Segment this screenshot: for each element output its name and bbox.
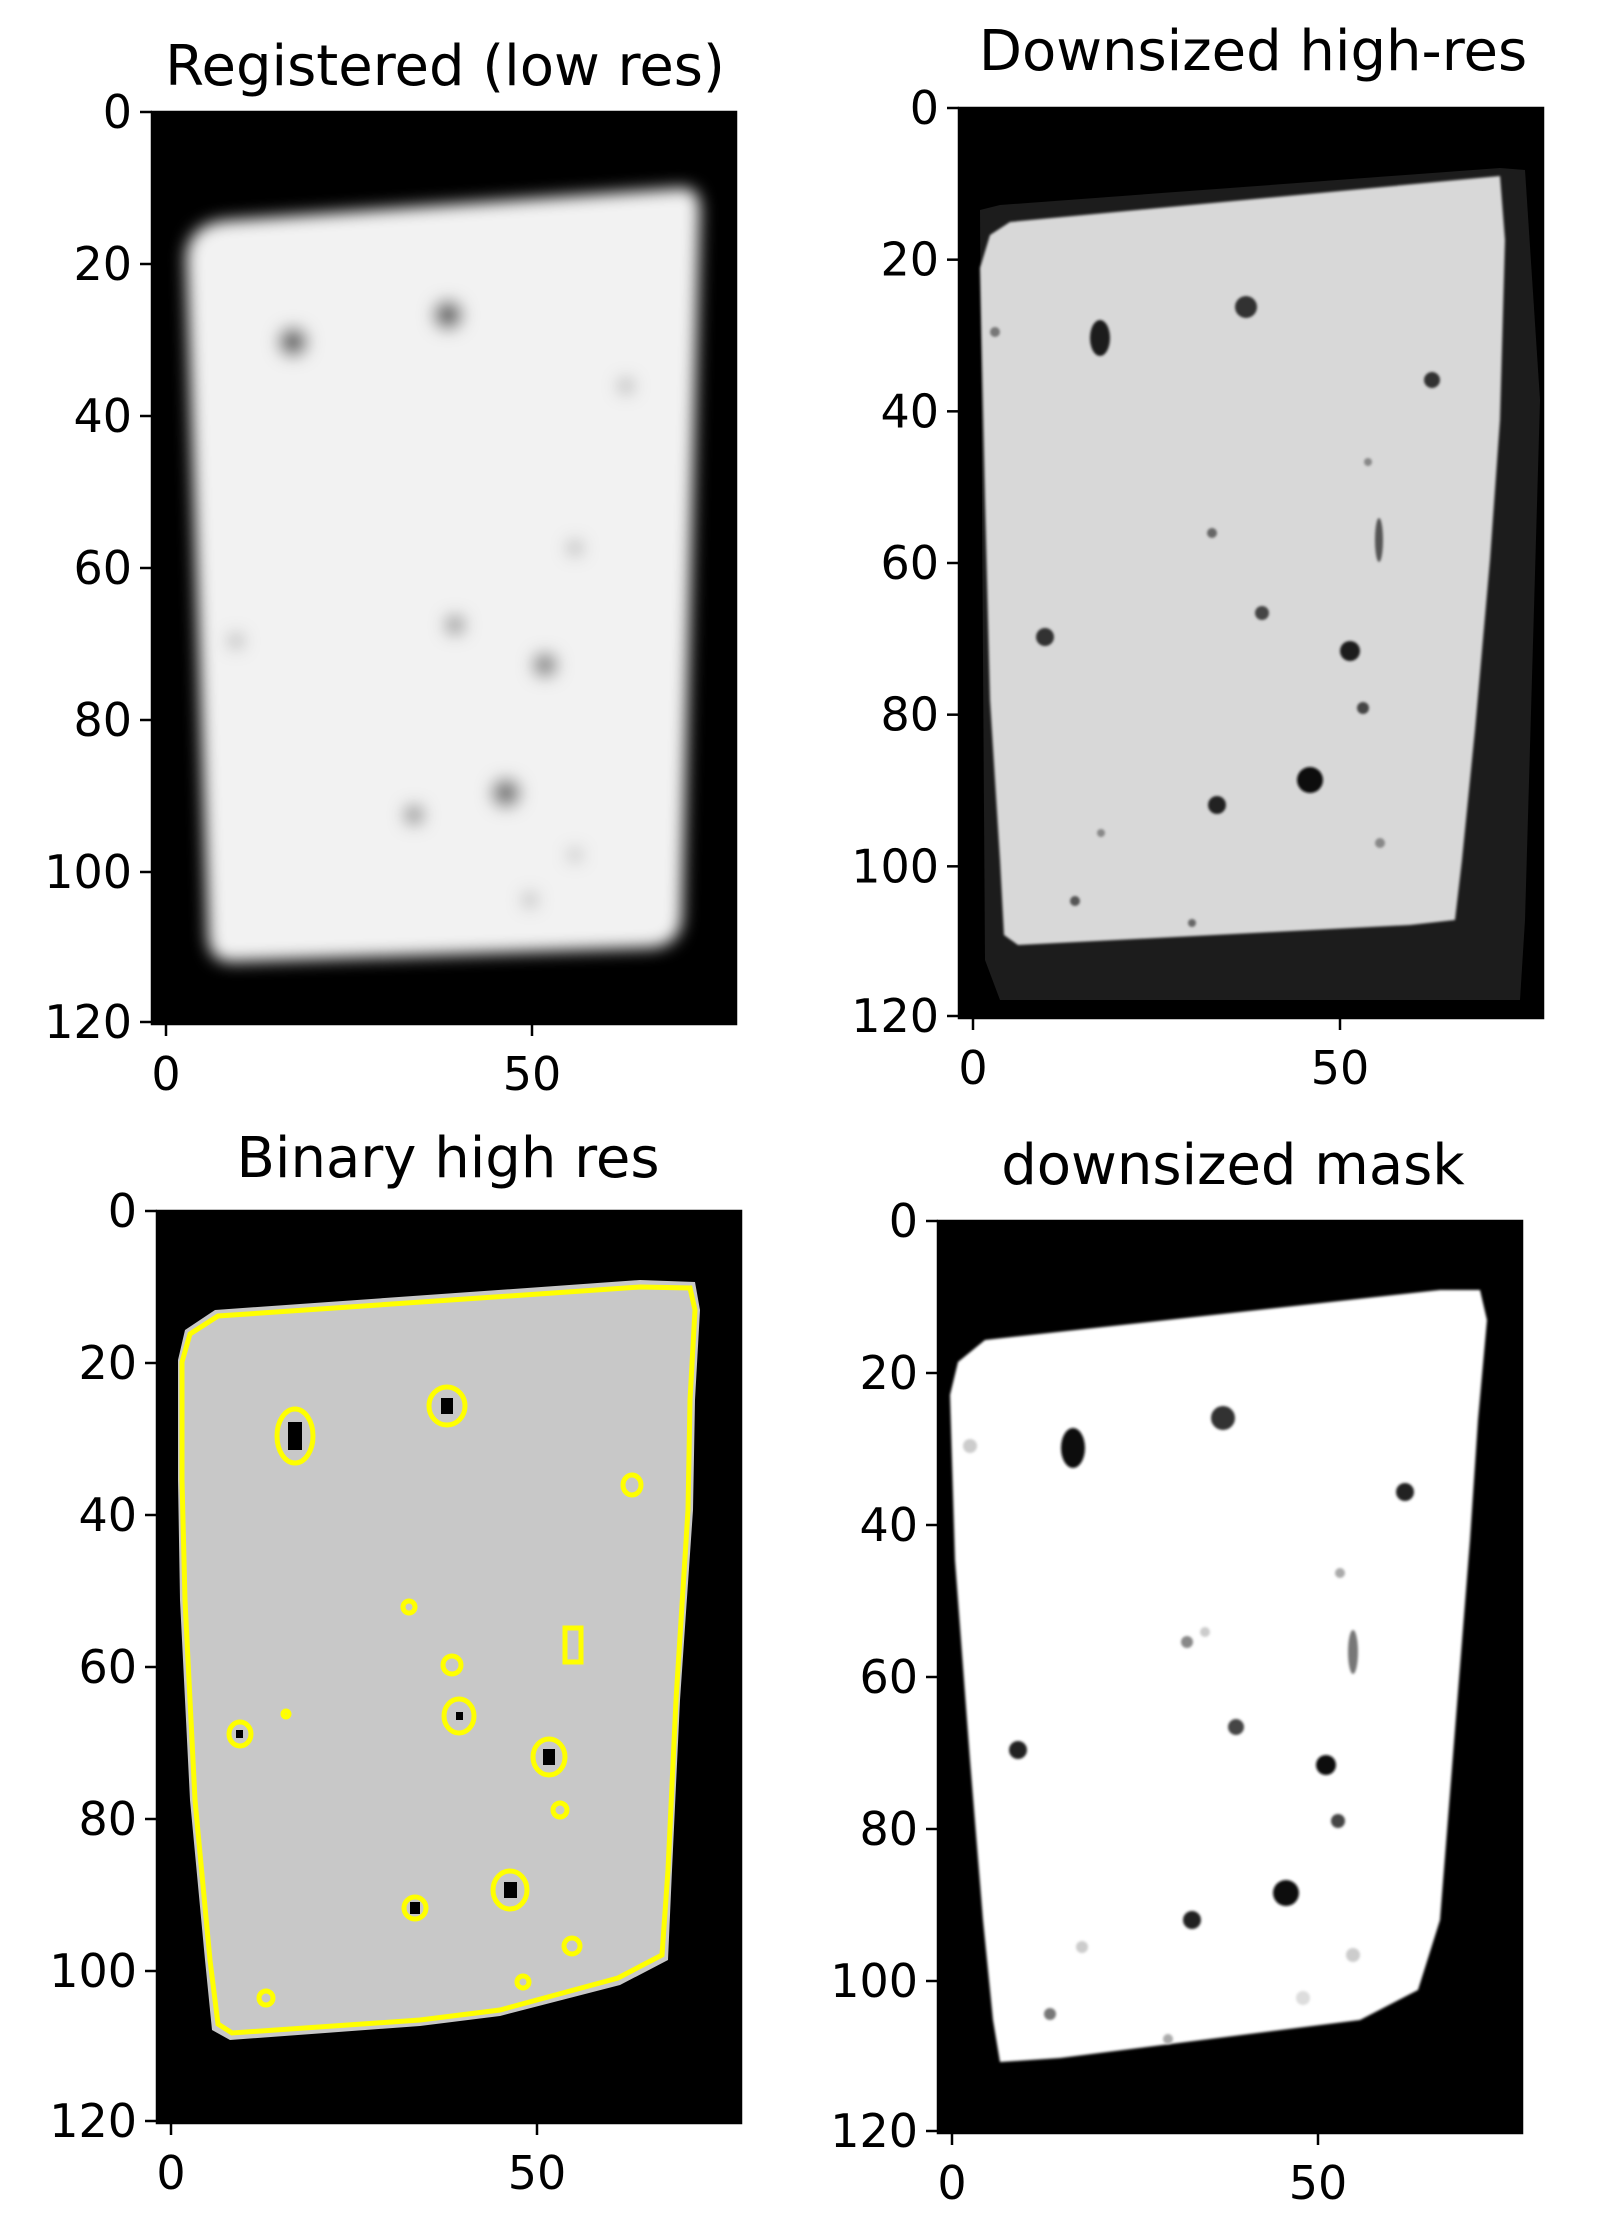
y-tick-label: 120 bbox=[49, 2094, 137, 2148]
y-tick-label: 0 bbox=[910, 81, 939, 135]
y-tick-label: 80 bbox=[78, 1792, 137, 1846]
x-tick-label: 0 bbox=[151, 1047, 180, 1101]
y-tick-label: 20 bbox=[78, 1336, 137, 1390]
y-tick-label: 60 bbox=[880, 536, 939, 590]
y-tick-label: 100 bbox=[44, 845, 132, 899]
y-tick-label: 80 bbox=[73, 693, 132, 747]
x-tick-label: 0 bbox=[156, 2146, 185, 2200]
axis-ticks: 0 20 40 60 80 100 120 0 50 0 20 40 60 80 100 120 0 50 0 20 4… bbox=[44, 81, 1369, 2210]
x-tick-label: 0 bbox=[937, 2156, 966, 2210]
x-tick-label: 50 bbox=[1311, 1041, 1370, 1095]
panel-downsized-high-res: Downsized high-res bbox=[957, 19, 1545, 1020]
y-tick-label: 20 bbox=[73, 237, 132, 291]
y-tick-label: 0 bbox=[889, 1194, 918, 1248]
panel-title: Binary high res bbox=[236, 1126, 659, 1191]
binary-holes bbox=[236, 1398, 555, 1914]
panel-title: downsized mask bbox=[1001, 1133, 1465, 1198]
panel-downsized-mask: downsized mask bbox=[936, 1133, 1524, 2135]
y-tick-label: 20 bbox=[880, 233, 939, 287]
specimen-image bbox=[186, 187, 700, 962]
y-tick-label: 60 bbox=[859, 1650, 918, 1704]
panel-title: Downsized high-res bbox=[979, 19, 1527, 84]
y-tick-label: 40 bbox=[880, 384, 939, 438]
y-tick-label: 120 bbox=[44, 995, 132, 1049]
panel-registered-low-res: Registered (low res) bbox=[150, 34, 738, 1026]
y-tick-label: 40 bbox=[78, 1488, 137, 1542]
binary-region bbox=[178, 1280, 700, 2040]
panel-binary-high-res: Binary high res bbox=[155, 1126, 743, 2125]
specimen-image bbox=[980, 176, 1505, 945]
y-tick-label: 100 bbox=[851, 839, 939, 893]
panel-title: Registered (low res) bbox=[165, 34, 725, 99]
y-tick-label: 0 bbox=[103, 85, 132, 139]
y-tick-label: 120 bbox=[851, 989, 939, 1043]
y-tick-label: 120 bbox=[830, 2104, 918, 2158]
y-tick-label: 80 bbox=[880, 688, 939, 742]
y-tick-label: 100 bbox=[830, 1954, 918, 2008]
y-tick-label: 40 bbox=[73, 389, 132, 443]
y-tick-label: 100 bbox=[49, 1944, 137, 1998]
x-tick-label: 50 bbox=[508, 2146, 567, 2200]
y-tick-label: 60 bbox=[73, 541, 132, 595]
y-tick-label: 40 bbox=[859, 1498, 918, 1552]
y-tick-label: 0 bbox=[108, 1184, 137, 1238]
y-tick-label: 80 bbox=[859, 1802, 918, 1856]
x-tick-label: 0 bbox=[958, 1041, 987, 1095]
y-tick-label: 60 bbox=[78, 1640, 137, 1694]
x-tick-label: 50 bbox=[1289, 2156, 1348, 2210]
specimen-image bbox=[950, 1290, 1487, 2062]
x-tick-label: 50 bbox=[503, 1047, 562, 1101]
contour-lines bbox=[179, 1284, 698, 2036]
y-tick-label: 20 bbox=[859, 1346, 918, 1400]
